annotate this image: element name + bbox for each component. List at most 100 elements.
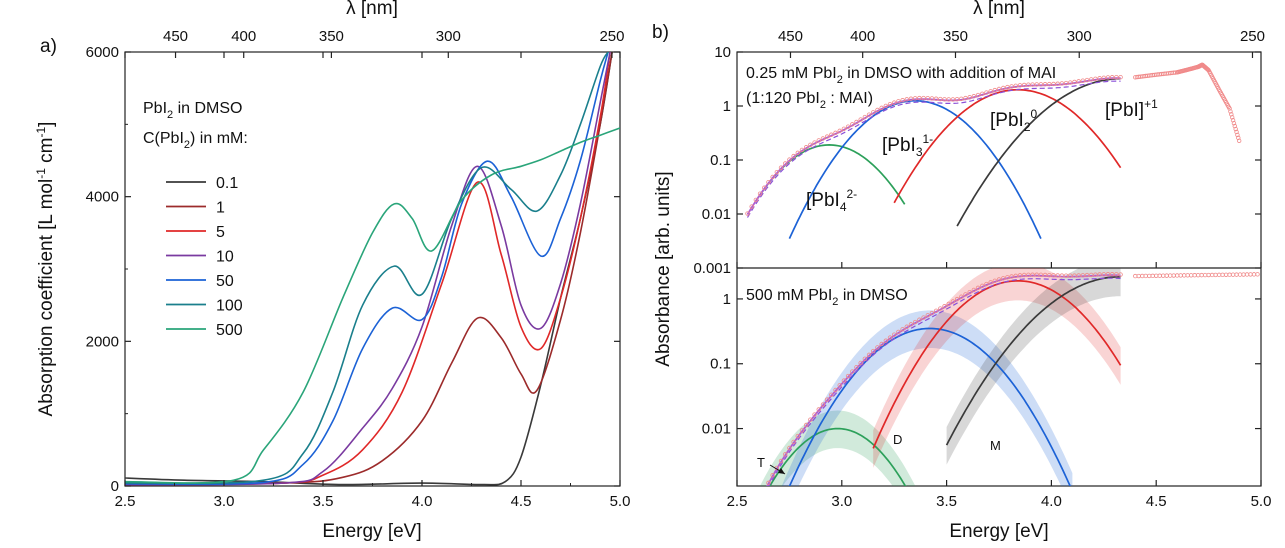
b2-measured-point (959, 294, 964, 299)
b2-measured-point (1042, 272, 1048, 278)
b1-measured-point (1047, 81, 1052, 87)
b2-measured-point (1237, 272, 1243, 277)
b2-ytick-label-1: 0.1 (710, 356, 731, 373)
a-legend-label-10: 10 (216, 249, 234, 266)
b2-measured-point (1153, 273, 1159, 278)
mark-T: T (757, 455, 765, 470)
b2-ytick-label-2: 1 (723, 291, 731, 308)
b2-measured-point (1097, 272, 1102, 277)
b1-measured-point (1009, 84, 1014, 89)
a-xtick-label-2: 3.5 (313, 493, 334, 510)
b1-measured-point (996, 86, 1002, 92)
a-series-line-500 (125, 127, 620, 484)
b1-measured-point (829, 132, 834, 137)
b1-measured-point (858, 117, 863, 122)
panel-a-y-axis-label: Absorption coefficient [L mol-1 cm-1] (34, 122, 57, 417)
b2-measured-point (871, 348, 876, 354)
b2-measured-point (1072, 273, 1077, 278)
a-ytick-label-0: 0 (111, 478, 119, 495)
b2-measured-point (1026, 272, 1031, 278)
b1-measured-point (1228, 109, 1233, 114)
b1-measured-point (1059, 81, 1065, 86)
b2-measured-point (1223, 272, 1229, 277)
b2-measured-point (1220, 272, 1225, 278)
b1-measured-point (1072, 79, 1077, 85)
a-legend-label-50: 50 (216, 273, 234, 290)
b1-measured-point (992, 87, 998, 93)
b2-measured-point (1178, 273, 1183, 278)
b2-band-[PbI3]1- (781, 310, 1073, 486)
a-legend-label-1: 1 (216, 200, 225, 217)
b2-measured-point (829, 392, 834, 397)
b2-measured-point (791, 439, 796, 445)
b1-measured-point (749, 204, 754, 209)
b-top-tick-label-4: 250 (1240, 28, 1265, 45)
b1-measured-point (1227, 106, 1232, 111)
b1-measured-point (833, 130, 838, 136)
b1-measured-point (1229, 112, 1234, 117)
panel-b-top-series (745, 62, 1242, 239)
b2-measured-point (946, 301, 951, 307)
b1-measured-point (1084, 77, 1090, 83)
panel-b-label: b) (652, 22, 669, 43)
b2-measured-point (1114, 272, 1119, 277)
panel-a-axes: 2.5 3.0 3.5 4.0 4.5 5.0 0 2000 4000 6000 450 400 350… (86, 28, 631, 510)
panel-b-x-axis-label: Energy [eV] (949, 521, 1048, 542)
b2-measured-point (862, 356, 868, 362)
b2-measured-point (787, 445, 792, 451)
b2-measured-point (816, 407, 821, 412)
b2-measured-point (845, 373, 851, 379)
b2-measured-point (1209, 272, 1215, 278)
b2-measured-point (783, 452, 788, 457)
b2-measured-point (992, 278, 998, 284)
b2-component-T (768, 427, 907, 486)
b2-measured-point (921, 315, 926, 320)
species-pbi-label: [PbI]+1 (1105, 97, 1158, 121)
b1-measured-point (1034, 82, 1039, 87)
b2-measured-point (1244, 272, 1250, 277)
b2-measured-point (1080, 273, 1086, 278)
b2-measured-point (1133, 273, 1138, 279)
b1-measured-point (1000, 85, 1006, 91)
b2-band-D (873, 268, 1121, 468)
b2-measured-point (883, 338, 889, 343)
a-xtick-label-5: 5.0 (610, 493, 631, 510)
b2-measured-point (984, 281, 989, 287)
b1-measured-point (1109, 75, 1115, 80)
b2-measured-point (1213, 272, 1218, 278)
b2-measured-point (950, 299, 956, 304)
b1-measured-point (766, 180, 771, 185)
b2-measured-point (850, 369, 855, 374)
b2-measured-point (967, 289, 972, 295)
b2-measured-point (833, 387, 838, 393)
b2-measured-point (858, 360, 863, 366)
b1-measured-point (984, 90, 989, 95)
b1-measured-point (883, 103, 889, 109)
b1-measured-point (871, 110, 876, 115)
b2-measured-point (1109, 272, 1115, 277)
b2-measured-point (820, 402, 826, 407)
b1-measured-point (954, 96, 960, 102)
b2-measured-point (854, 364, 859, 370)
mark-M: M (990, 438, 1001, 453)
b2-measured-point (1105, 272, 1111, 277)
b2-measured-point (1009, 274, 1014, 279)
panel-b-top-axis-label: λ [nm] (973, 0, 1025, 19)
b1-measured-point (946, 97, 951, 102)
b2-measured-point (929, 310, 935, 316)
b2-measured-point (892, 332, 897, 337)
b1-measured-point (774, 169, 780, 175)
b2-measured-point (1185, 273, 1190, 278)
b1-ytick-label-0: 0.001 (693, 260, 731, 277)
b1-measured-point (1080, 78, 1086, 83)
b1-measured-point (1234, 129, 1239, 135)
b2-measured-point (1251, 272, 1257, 277)
b-top-tick-label-3: 300 (1067, 28, 1092, 45)
b2-measured-point (942, 304, 947, 309)
b2-measured-point (1202, 272, 1208, 278)
b1-measured-point (1101, 75, 1106, 80)
b1-measured-point (1063, 80, 1069, 86)
a-legend-label-5: 5 (216, 224, 225, 241)
b2-measured-point (1230, 272, 1236, 277)
b1-measured-point (854, 119, 859, 125)
